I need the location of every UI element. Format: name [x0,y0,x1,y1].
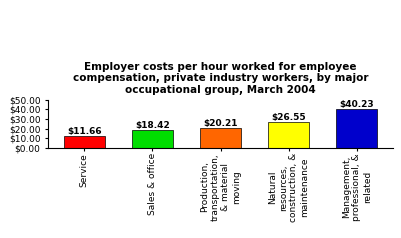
Text: $20.21: $20.21 [203,119,238,128]
Text: $18.42: $18.42 [135,121,170,130]
Bar [64,136,105,148]
Bar [336,109,377,148]
Bar [200,128,241,148]
Text: $26.55: $26.55 [271,113,306,122]
Text: $40.23: $40.23 [340,100,374,109]
Bar [132,130,173,148]
Text: $11.66: $11.66 [67,127,101,136]
Bar [268,122,309,148]
Title: Employer costs per hour worked for employee
compensation, private industry worke: Employer costs per hour worked for emplo… [73,62,368,95]
